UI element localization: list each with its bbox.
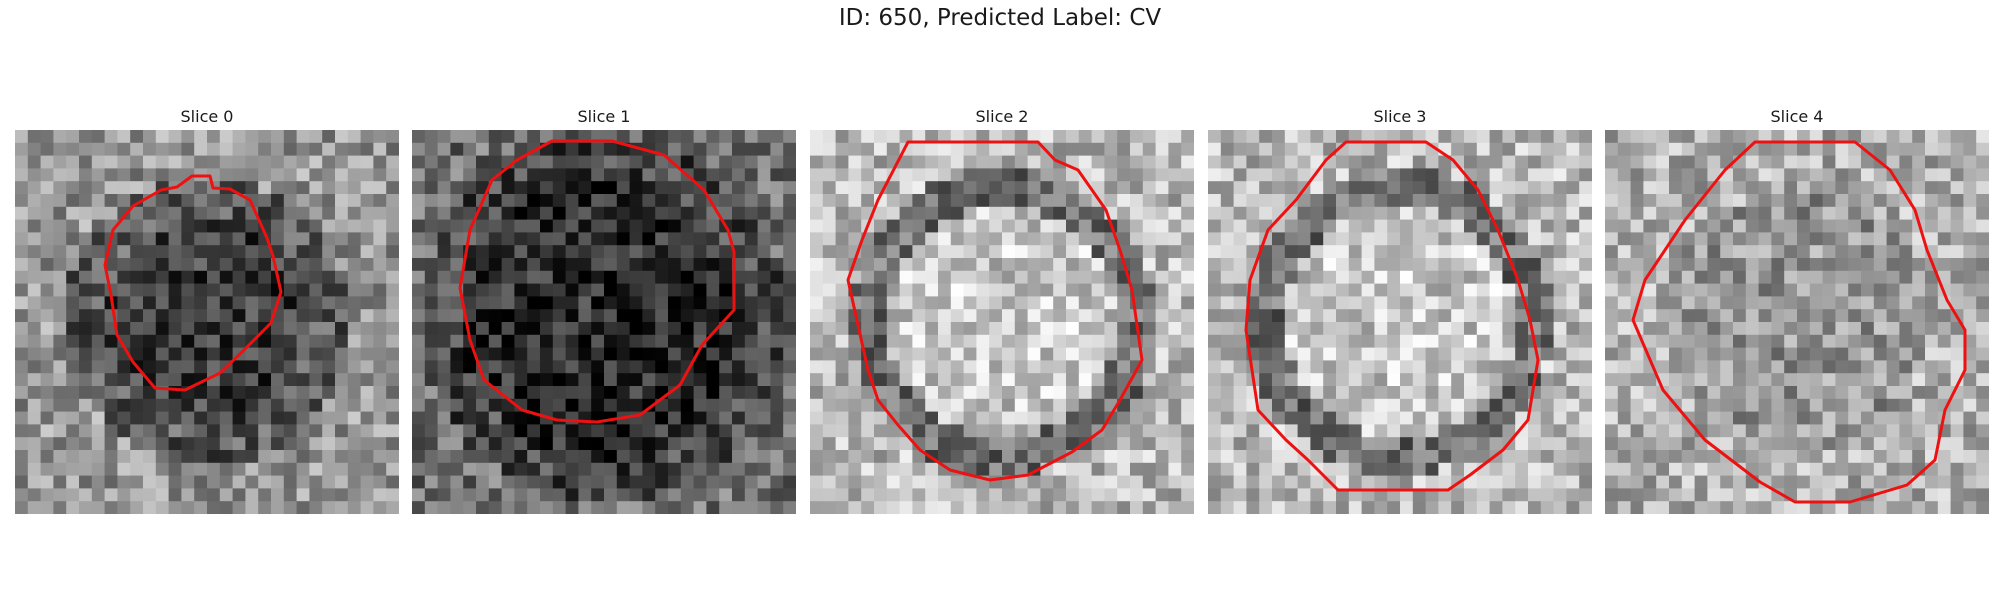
slice-image-3 (1208, 130, 1592, 514)
pixel-grid (412, 130, 796, 514)
slice-panel-0: Slice 0 (15, 104, 399, 514)
slice-title: Slice 2 (810, 104, 1194, 130)
slice-title: Slice 3 (1208, 104, 1592, 130)
slice-panel-3: Slice 3 (1208, 104, 1592, 514)
slice-panel-1: Slice 1 (412, 104, 796, 514)
figure-title: ID: 650, Predicted Label: CV (0, 5, 2000, 31)
slice-image-0 (15, 130, 399, 514)
pixel-grid (1605, 130, 1989, 514)
slice-image-1 (412, 130, 796, 514)
pixel-grid (15, 130, 399, 514)
slice-title: Slice 1 (412, 104, 796, 130)
slice-panel-4: Slice 4 (1605, 104, 1989, 514)
pixel-grid (1208, 130, 1592, 514)
slice-image-4 (1605, 130, 1989, 514)
slice-title: Slice 4 (1605, 104, 1989, 130)
slice-title: Slice 0 (15, 104, 399, 130)
slice-panel-2: Slice 2 (810, 104, 1194, 514)
slice-image-2 (810, 130, 1194, 514)
